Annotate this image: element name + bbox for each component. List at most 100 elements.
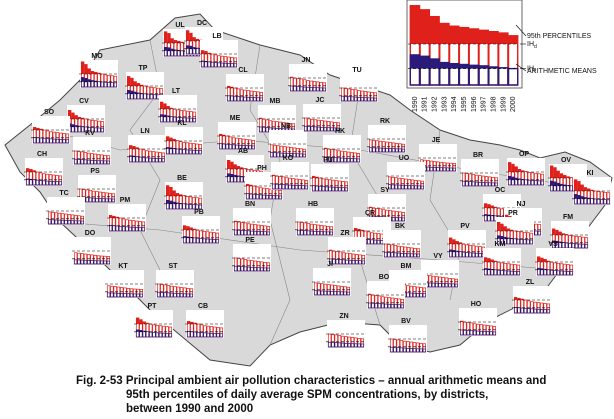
mean-bar <box>322 87 327 92</box>
p95-exceedance <box>439 23 449 44</box>
mean-bar <box>444 283 449 288</box>
mean-exceedance <box>109 225 112 226</box>
district-chart: PM <box>107 197 146 232</box>
district-code: HK <box>335 128 345 135</box>
mean-bar <box>252 193 256 200</box>
mean-bar <box>333 127 337 132</box>
p95-exceedance <box>484 257 487 262</box>
p95-exceedance <box>234 221 237 222</box>
district-code: HO <box>471 301 482 308</box>
mean-bar <box>318 185 322 192</box>
mean-bar <box>110 82 114 88</box>
p95-exceedance <box>410 5 420 44</box>
mean-bar <box>195 204 199 210</box>
p95-exceedance <box>484 203 487 208</box>
district-code: BN <box>245 201 255 208</box>
mean-bar <box>223 62 228 68</box>
mean-bar <box>378 147 383 153</box>
mean-bar <box>158 332 163 338</box>
means-label: ARITHMETIC MEANS <box>527 68 597 75</box>
mean-bar <box>160 292 164 298</box>
district-chart: TP <box>125 65 164 100</box>
mean-exceedance <box>183 236 186 238</box>
p95-exceedance <box>449 237 452 244</box>
mean-bar <box>310 230 314 236</box>
mean-bar <box>296 153 300 158</box>
mean-bar <box>413 253 417 258</box>
p95-exceedance <box>172 190 176 196</box>
mean-exceedance <box>511 177 515 180</box>
p95-exceedance <box>87 68 91 74</box>
pointer <box>515 63 527 72</box>
district-code: BM <box>401 263 412 270</box>
mean-bar <box>354 96 358 102</box>
p95-exceedance <box>520 299 524 300</box>
mean-exceedance <box>449 63 459 69</box>
mean-bar <box>382 147 386 153</box>
mean-exceedance <box>192 47 196 49</box>
mean-bar <box>354 343 358 348</box>
p95-exceedance <box>329 250 332 251</box>
mean-bar <box>346 291 351 296</box>
district-code: ST <box>169 263 179 270</box>
district-code: SY <box>380 187 390 194</box>
p95-exceedance <box>190 322 194 324</box>
mean-bar <box>357 343 361 348</box>
mean-bar <box>317 290 321 296</box>
p95-exceedance <box>193 229 196 230</box>
mean-bar <box>136 293 140 298</box>
mean-bar <box>489 331 493 336</box>
p95-exceedance <box>420 9 430 45</box>
mean-bar <box>327 156 331 163</box>
mean-bar <box>215 239 220 244</box>
mean-bar <box>403 347 407 353</box>
mean-bar <box>553 270 557 276</box>
district-chart: HO <box>458 301 497 336</box>
p95-exceedance <box>249 185 253 186</box>
p95-exceedance <box>563 175 567 178</box>
p95-exceedance <box>78 117 81 119</box>
mean-bar <box>326 231 330 236</box>
p95-exceedance <box>368 294 371 295</box>
p95-exceedance <box>81 118 85 119</box>
p95-exceedance <box>179 194 183 196</box>
mean-bar <box>336 127 341 132</box>
p95-exceedance <box>172 139 176 141</box>
mean-exceedance <box>500 236 504 239</box>
p95-exceedance <box>510 230 514 231</box>
p95-exceedance <box>227 86 230 88</box>
district-code: KT <box>118 263 128 270</box>
district-chart: PB <box>181 209 220 244</box>
p95-exceedance <box>230 87 234 88</box>
mean-exceedance <box>78 126 81 127</box>
mean-bar <box>243 266 248 272</box>
mean-bar <box>346 158 351 163</box>
p95-exceedance <box>459 27 469 44</box>
mean-exceedance <box>439 62 449 69</box>
mean-exceedance <box>170 49 174 51</box>
mean-exceedance <box>550 181 553 186</box>
mean-bar <box>506 270 511 276</box>
mean-exceedance <box>137 92 140 94</box>
p95-exceedance <box>469 28 479 44</box>
mean-bar <box>195 150 199 155</box>
mean-bar <box>338 259 343 265</box>
mean-exceedance <box>574 194 577 199</box>
p95-exceedance <box>560 173 563 178</box>
p95-exceedance <box>207 53 211 54</box>
mean-bar <box>313 126 318 132</box>
mean-bar <box>175 148 180 155</box>
mean-exceedance <box>142 331 146 332</box>
mean-bar <box>263 231 267 236</box>
mean-bar <box>328 258 333 265</box>
mean-bar <box>330 157 334 163</box>
mean-bar <box>256 231 261 236</box>
mean-bar <box>83 259 88 265</box>
mean-bar <box>412 292 417 298</box>
mean-bar <box>105 198 109 203</box>
mean-bar <box>100 127 105 133</box>
p95-exceedance <box>459 242 462 244</box>
mean-exceedance <box>227 173 230 177</box>
mean-exceedance <box>163 115 167 117</box>
mean-bar <box>255 194 260 200</box>
